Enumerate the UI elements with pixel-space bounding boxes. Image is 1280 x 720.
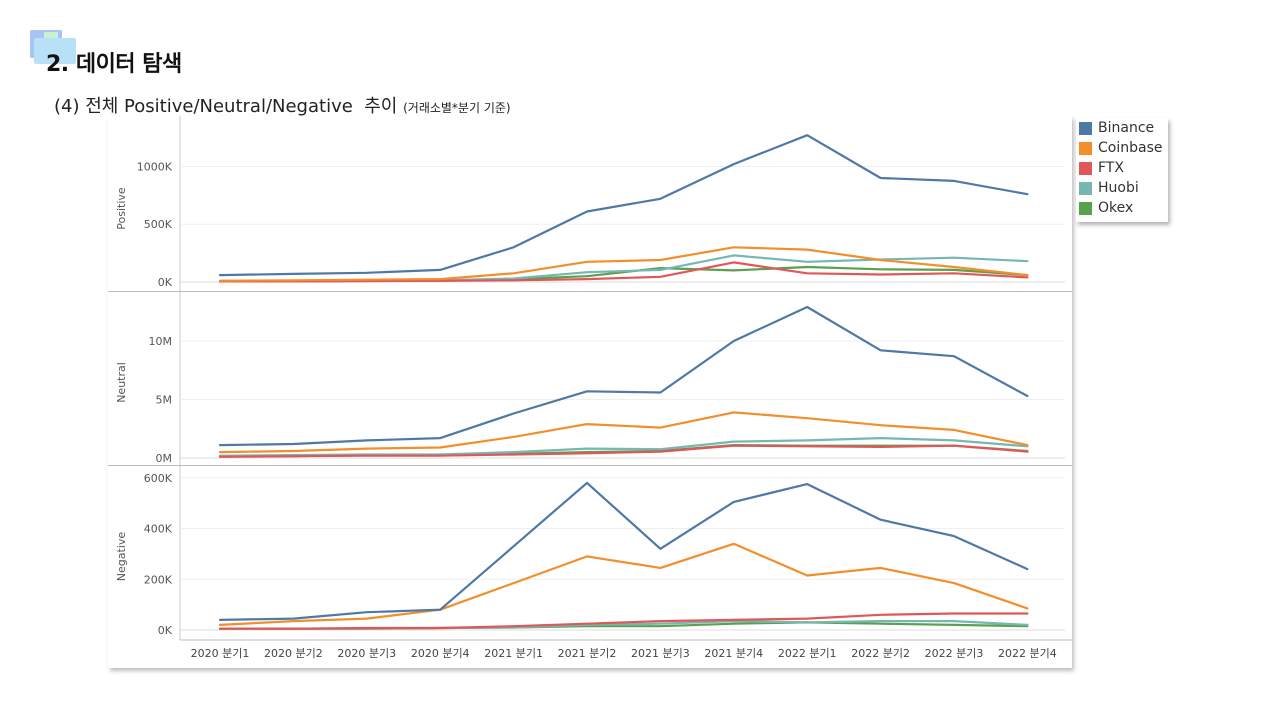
legend-item-huobi[interactable]: Huobi — [1076, 178, 1168, 198]
x-tick-label: 2021 분기2 — [558, 647, 617, 660]
x-tick-label: 2022 분기3 — [925, 647, 984, 660]
y-tick-label: 10M — [149, 335, 173, 348]
x-tick-label: 2020 분기4 — [411, 647, 470, 660]
legend-swatch — [1079, 181, 1092, 195]
y-tick-label: 400K — [144, 523, 173, 536]
folder-icon — [30, 30, 76, 66]
y-axis-label: Negative — [115, 532, 128, 582]
legend-item-binance[interactable]: Binance — [1076, 118, 1168, 138]
y-axis-label: Positive — [115, 187, 128, 230]
x-tick-label: 2022 분기1 — [778, 647, 837, 660]
series-line-positive-ftx — [218, 261, 1029, 283]
legend-label: Okex — [1098, 200, 1134, 216]
y-tick-label: 0M — [156, 452, 173, 465]
y-tick-label: 1000K — [137, 160, 173, 173]
series-line-negative-coinbase — [218, 542, 1029, 626]
x-tick-label: 2021 분기4 — [704, 647, 763, 660]
x-tick-label: 2022 분기4 — [998, 647, 1057, 660]
y-tick-label: 0K — [158, 276, 173, 289]
legend-swatch — [1079, 141, 1092, 155]
legend-swatch — [1079, 121, 1092, 135]
legend-label: Huobi — [1098, 180, 1139, 196]
series-line-positive-coinbase — [218, 246, 1029, 282]
legend-item-okex[interactable]: Okex — [1076, 198, 1168, 218]
chart-frame: 0K 500K 1000K Positive 0M 5M 10M Neutral 0K 200K 4… — [108, 116, 1072, 668]
series-line-neutral-binance — [218, 305, 1029, 447]
y-tick-label: 200K — [144, 573, 173, 586]
legend-label: Binance — [1098, 120, 1155, 136]
x-tick-label: 2021 분기3 — [631, 647, 690, 660]
chart-legend: Binance Coinbase FTX Huobi Okex — [1076, 118, 1168, 222]
series-line-neutral-huobi — [218, 437, 1029, 457]
legend-swatch — [1079, 161, 1092, 175]
section-title: 2. 데이터 탐색 — [46, 52, 182, 77]
x-tick-label: 2020 분기3 — [337, 647, 396, 660]
x-tick-label: 2020 분기2 — [264, 647, 323, 660]
legend-item-coinbase[interactable]: Coinbase — [1076, 138, 1168, 158]
y-axis-label: Neutral — [115, 362, 128, 403]
legend-label: Coinbase — [1098, 140, 1163, 156]
series-line-negative-ftx — [218, 612, 1029, 630]
x-tick-label: 2021 분기1 — [484, 647, 543, 660]
series-line-positive-binance — [218, 134, 1029, 277]
y-tick-label: 600K — [144, 472, 173, 485]
legend-item-ftx[interactable]: FTX — [1076, 158, 1168, 178]
series-line-negative-binance — [218, 481, 1029, 621]
legend-label: FTX — [1098, 160, 1124, 176]
chart-subtitle: (4) 전체 Positive/Neutral/Negative 추이 (거래소… — [54, 92, 511, 118]
series-line-neutral-coinbase — [218, 411, 1029, 454]
y-tick-label: 5M — [156, 393, 173, 406]
x-tick-label: 2022 분기2 — [851, 647, 910, 660]
subtitle-main: (4) 전체 Positive/Neutral/Negative 추이 — [54, 96, 404, 117]
series-line-neutral-ftx — [218, 444, 1029, 458]
legend-swatch — [1079, 201, 1092, 215]
y-tick-label: 0K — [158, 624, 173, 637]
subtitle-note: (거래소별*분기 기준) — [403, 101, 511, 115]
line-chart: 0K 500K 1000K Positive 0M 5M 10M Neutral 0K 200K 4… — [108, 116, 1072, 660]
x-tick-label: 2020 분기1 — [191, 647, 250, 660]
y-tick-label: 500K — [144, 218, 173, 231]
